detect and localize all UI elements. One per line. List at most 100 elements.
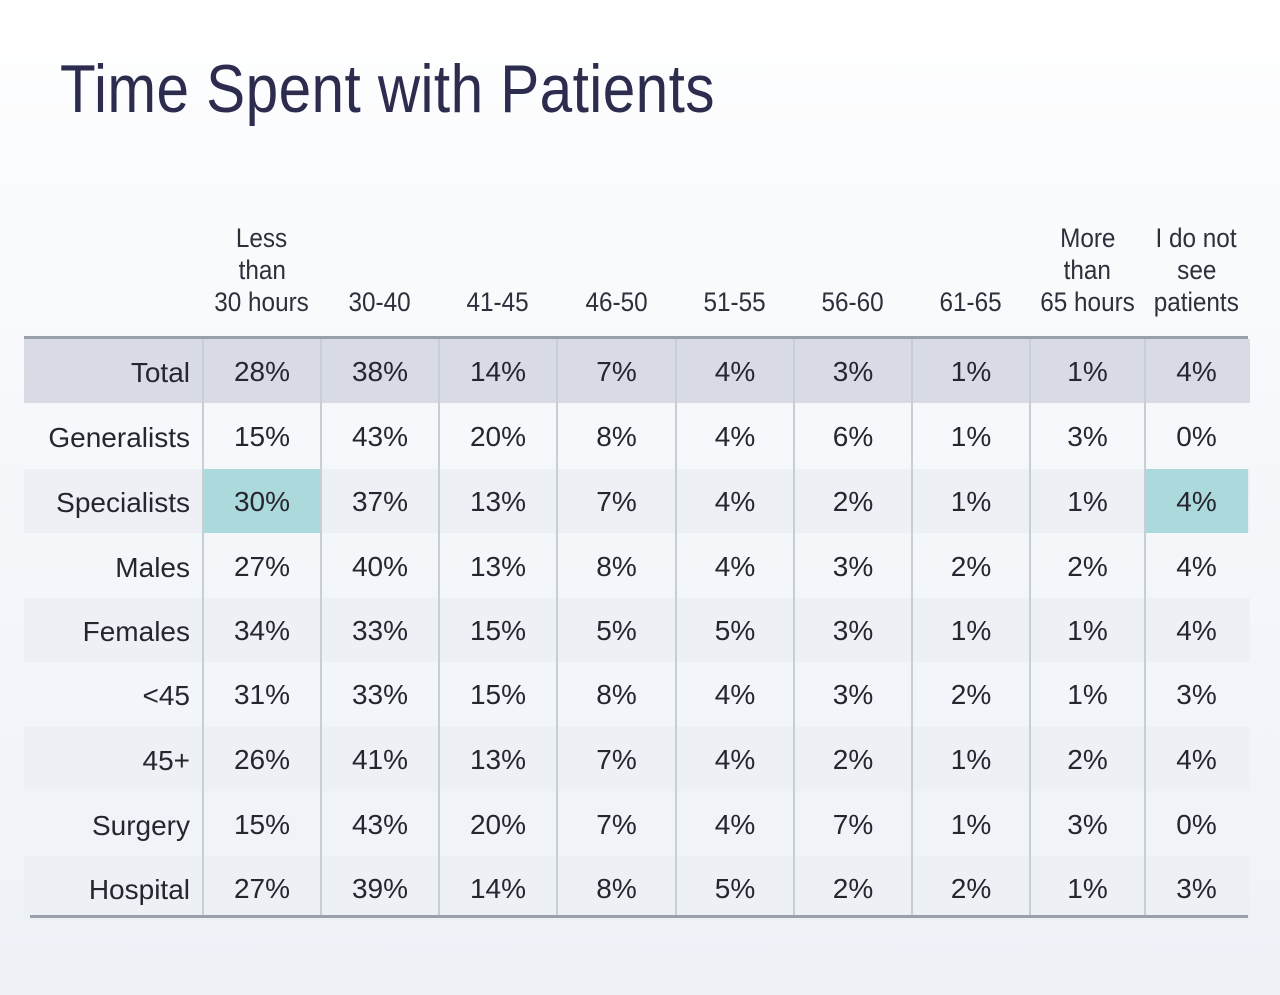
table-cell: 4%	[714, 744, 756, 775]
table-cell: 1%	[1067, 486, 1108, 517]
column-header-line: 61-65	[939, 287, 1003, 317]
row-label: <45	[142, 680, 191, 711]
column-header: 46-50	[549, 286, 684, 318]
table-cell: 39%	[351, 873, 409, 904]
table-cell: 4%	[1176, 356, 1217, 387]
column-divider	[202, 339, 204, 915]
table-row-males: Males 27% 40% 13% 8% 4% 3% 2% 2% 4%	[24, 534, 1250, 598]
table-row-generalists: Generalists 15% 43% 20% 8% 4% 6% 1% 3% 0%	[24, 404, 1250, 468]
table-cell: 3%	[832, 679, 874, 710]
table-cell: 33%	[351, 679, 409, 710]
table-cell: 30%	[203, 469, 321, 533]
table-row-surgery: Surgery 15% 43% 20% 7% 4% 7% 1% 3% 0%	[24, 792, 1250, 856]
table-cell: 4%	[714, 551, 756, 582]
table-row-45: <45 31% 33% 15% 8% 4% 3% 2% 1% 3%	[24, 662, 1250, 726]
column-divider	[911, 339, 913, 915]
column-divider	[1144, 339, 1146, 915]
column-header-line: than	[238, 255, 286, 285]
table-cell: 15%	[469, 615, 527, 646]
table-cell: 2%	[950, 873, 992, 904]
table-cell: 2%	[832, 486, 874, 517]
table-cell: 8%	[596, 873, 637, 904]
column-header-line: 30 hours	[214, 287, 310, 317]
table-row-total: Total 28% 38% 14% 7% 4% 3% 1% 1% 4%	[24, 339, 1250, 403]
column-divider	[320, 339, 322, 915]
table-cell: 5%	[596, 615, 637, 646]
table-cell: 41%	[351, 744, 409, 775]
column-header: 56-60	[786, 286, 920, 318]
column-header-line: 41-45	[466, 287, 530, 317]
table-cell: 14%	[469, 356, 527, 387]
column-divider	[1029, 339, 1031, 915]
table-row-45: 45+ 26% 41% 13% 7% 4% 2% 1% 2% 4%	[24, 727, 1250, 791]
table-cell: 15%	[469, 679, 527, 710]
column-divider	[556, 339, 558, 915]
table-cell: 7%	[596, 809, 637, 840]
table-cell: 5%	[714, 615, 756, 646]
table-cell: 1%	[950, 356, 992, 387]
table-cell: 3%	[832, 356, 874, 387]
table-cell: 1%	[950, 615, 992, 646]
table-cell: 20%	[469, 809, 527, 840]
column-header-line: patients	[1153, 287, 1240, 317]
table-cell: 2%	[1067, 551, 1108, 582]
table-bottom-rule	[30, 915, 1248, 918]
table-cell: 3%	[1067, 421, 1108, 452]
column-header: 41-45	[431, 286, 565, 318]
table-cell: 15%	[233, 809, 291, 840]
table-cell: 4%	[714, 421, 756, 452]
table-cell: 3%	[1067, 809, 1108, 840]
table-cell: 0%	[1176, 421, 1217, 452]
table-cell: 1%	[950, 744, 992, 775]
table-cell: 4%	[714, 486, 756, 517]
column-header-line: 56-60	[821, 287, 885, 317]
column-header-line: 65 hours	[1040, 287, 1135, 317]
table-cell: 2%	[950, 551, 992, 582]
table-cell: 34%	[233, 615, 291, 646]
table-cell: 3%	[832, 551, 874, 582]
table-cell: 3%	[832, 615, 874, 646]
table-cell: 40%	[351, 551, 409, 582]
table-cell: 4%	[1176, 744, 1217, 775]
table-cell: 26%	[233, 744, 291, 775]
table-cell: 4%	[714, 356, 756, 387]
row-label: Surgery	[91, 810, 190, 841]
table-row-hospital: Hospital 27% 39% 14% 8% 5% 2% 2% 1% 3%	[24, 856, 1250, 920]
table-row-females: Females 34% 33% 15% 5% 5% 3% 1% 1% 4%	[24, 598, 1250, 662]
column-header: More than 65 hours	[1022, 222, 1153, 318]
table-cell: 31%	[233, 679, 291, 710]
column-divider	[793, 339, 795, 915]
row-label: Females	[82, 616, 190, 647]
table-cell: 43%	[351, 809, 409, 840]
column-header: I do not see patients	[1137, 222, 1256, 318]
table-cell: 1%	[1067, 873, 1108, 904]
table-cell: 6%	[832, 421, 874, 452]
page-title: Time Spent with Patients	[60, 51, 715, 127]
table-cell: 0%	[1176, 809, 1217, 840]
row-label: Generalists	[48, 422, 190, 453]
table-cell: 7%	[596, 486, 637, 517]
row-label: Males	[115, 552, 190, 583]
table-cell: 1%	[1067, 679, 1108, 710]
table-cell: 4%	[1176, 615, 1217, 646]
row-label: Hospital	[88, 874, 190, 905]
table-cell: 3%	[1176, 679, 1217, 710]
table-cell: 33%	[351, 615, 409, 646]
table-cell: 4%	[1176, 551, 1217, 582]
table-cell: 1%	[950, 809, 992, 840]
table-cell: 2%	[950, 679, 992, 710]
table-cell: 8%	[596, 679, 637, 710]
row-label: 45+	[142, 745, 191, 776]
table-cell: 1%	[1067, 356, 1108, 387]
column-header-line: see	[1176, 255, 1217, 285]
table-cell: 4%	[714, 809, 756, 840]
column-header-line: 46-50	[585, 287, 648, 317]
table-row-specialists: Specialists 30% 37% 13% 7% 4% 2% 1% 1% 4%	[24, 469, 1250, 533]
table-cell: 13%	[469, 744, 527, 775]
table-cell: 28%	[233, 356, 291, 387]
column-divider	[675, 339, 677, 915]
table-cell: 8%	[596, 421, 637, 452]
table-top-rule	[24, 336, 1248, 339]
table-cell: 43%	[351, 421, 409, 452]
table-cell: 2%	[832, 744, 874, 775]
